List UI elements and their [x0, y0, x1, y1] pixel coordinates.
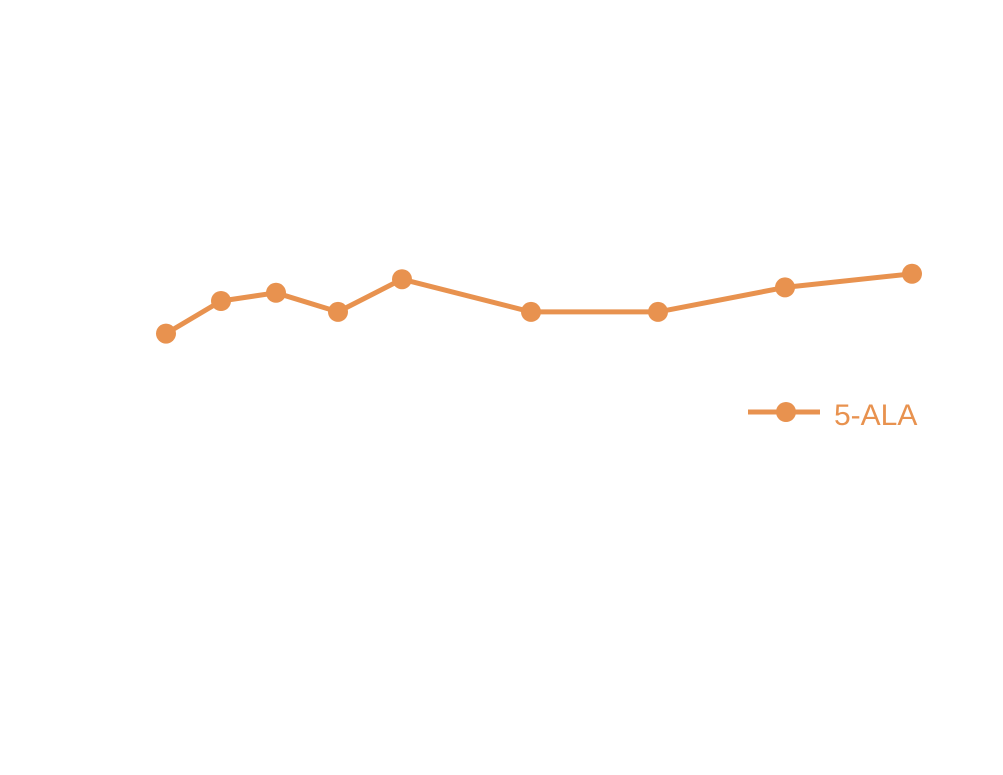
data-point — [902, 263, 922, 284]
data-point — [211, 291, 231, 311]
data-point — [392, 269, 412, 290]
series-line-0 — [164, 271, 913, 336]
legend: 5-ALA — [748, 399, 917, 432]
data-point — [156, 323, 176, 344]
data-point — [328, 301, 348, 322]
data-point — [521, 301, 541, 322]
data-point — [648, 301, 668, 322]
data-point — [266, 282, 286, 303]
data-point — [775, 277, 795, 298]
legend-point-marker — [776, 402, 796, 422]
legend-label-5-ala: 5-ALA — [834, 399, 917, 432]
plot-area — [156, 263, 922, 344]
